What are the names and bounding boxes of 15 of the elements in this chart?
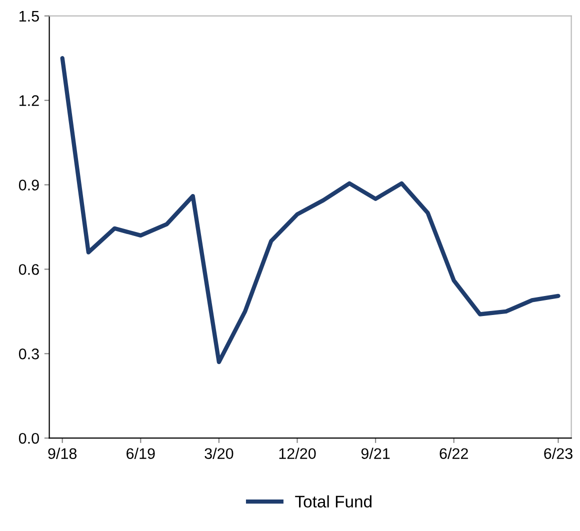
x-tick-label: 9/21	[361, 448, 390, 460]
y-tick-label: 0.9	[18, 180, 39, 190]
y-tick-label: 0.0	[18, 432, 39, 444]
x-tick-label: 9/18	[48, 448, 77, 460]
y-tick-label: 0.3	[18, 348, 39, 360]
line-series	[60, 56, 560, 364]
x-tick-label: 12/20	[279, 448, 316, 460]
x-tick-label: 6/23	[544, 448, 572, 460]
legend-label: Total Fund	[295, 495, 372, 508]
x-tick-label: 3/20	[204, 448, 234, 460]
x-tick-label: 6/19	[126, 448, 155, 460]
x-tick-label: 6/22	[440, 448, 468, 460]
y-tick-label: 1.2	[20, 95, 39, 106]
y-tick-label: 0.6	[18, 264, 39, 275]
y-tick-label: 1.5	[20, 10, 39, 22]
